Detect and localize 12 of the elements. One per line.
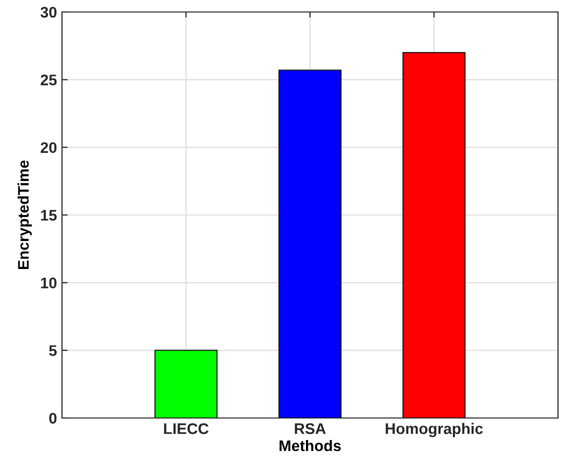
y-axis-title: EncryptedTime bbox=[18, 160, 32, 270]
x-axis-title: Methods bbox=[280, 440, 341, 452]
x-tick-label: LIECC bbox=[164, 423, 208, 434]
y-tick-label: 10 bbox=[41, 278, 57, 288]
y-tick-label: 5 bbox=[49, 345, 57, 356]
y-tick-label: 20 bbox=[40, 142, 57, 154]
x-tick-label: RSA bbox=[294, 423, 326, 434]
y-tick-label: 25 bbox=[40, 74, 57, 86]
y-tick-label: 30 bbox=[40, 6, 57, 18]
x-tick-label: Homographic bbox=[386, 422, 483, 438]
y-tick-label: 15 bbox=[41, 210, 57, 221]
y-tick-label: 0 bbox=[49, 412, 57, 424]
